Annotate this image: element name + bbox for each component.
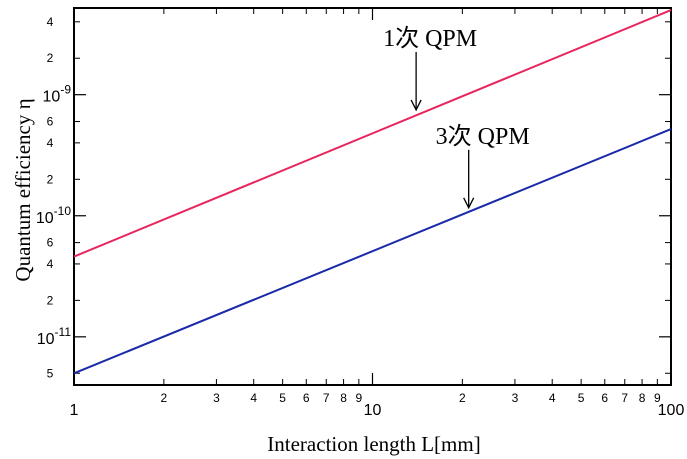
x-tick-label: 10 — [364, 402, 382, 419]
y-minor-tick-label: 6 — [47, 115, 54, 129]
series — [73, 9, 672, 375]
x-minor-tick-label: 4 — [250, 391, 257, 405]
x-minor-tick-label: 6 — [303, 391, 310, 405]
x-minor-tick-label: 4 — [549, 391, 556, 405]
series-line-2 — [73, 128, 672, 375]
annotations: 1次 QPM 3次 QPM — [383, 25, 530, 210]
x-minor-tick-label: 3 — [213, 391, 220, 405]
x-minor-tick-label: 8 — [639, 391, 646, 405]
annotation-label-1: 1次 QPM — [383, 25, 477, 52]
y-minor-tick-label: 5 — [47, 366, 54, 380]
x-axis-title: Interaction length L[mm] — [267, 432, 480, 456]
x-minor-tick-label: 8 — [340, 391, 347, 405]
annotation-label-2: 3次 QPM — [436, 123, 530, 150]
x-minor-tick-label: 9 — [654, 391, 661, 405]
y-minor-tick-label: 6 — [47, 236, 54, 250]
y-minor-tick-label: 2 — [47, 172, 54, 186]
series-line-1 — [73, 9, 672, 258]
annotation-arrowhead-2 — [463, 197, 475, 210]
x-minor-tick-label: 6 — [601, 391, 608, 405]
x-minor-tick-label: 5 — [279, 391, 286, 405]
y-axis-title: Quantum efficiency η — [11, 98, 35, 281]
y-minor-tick-label: 2 — [47, 51, 54, 65]
y-tick-label: 10-9 — [43, 83, 72, 106]
x-minor-tick-label: 7 — [621, 391, 628, 405]
y-minor-tick-label: 4 — [47, 136, 54, 150]
y-minor-tick-label: 2 — [47, 293, 54, 307]
y-minor-tick-label: 4 — [47, 257, 54, 271]
annotation-arrowhead-1 — [410, 99, 422, 112]
x-minor-tick-label: 5 — [578, 391, 585, 405]
x-minor-tick-label: 2 — [459, 391, 466, 405]
x-minor-tick-label: 7 — [323, 391, 330, 405]
y-minor-tick-label: 4 — [47, 15, 54, 29]
x-minor-tick-label: 9 — [355, 391, 362, 405]
x-tick-label: 100 — [658, 402, 685, 419]
x-tick-label: 1 — [70, 402, 79, 419]
plot-frame — [73, 7, 672, 386]
x-minor-tick-label: 2 — [161, 391, 168, 405]
y-tick-label: 10-10 — [36, 204, 71, 227]
y-tick-label: 10-11 — [37, 325, 72, 348]
x-minor-tick-label: 3 — [512, 391, 519, 405]
